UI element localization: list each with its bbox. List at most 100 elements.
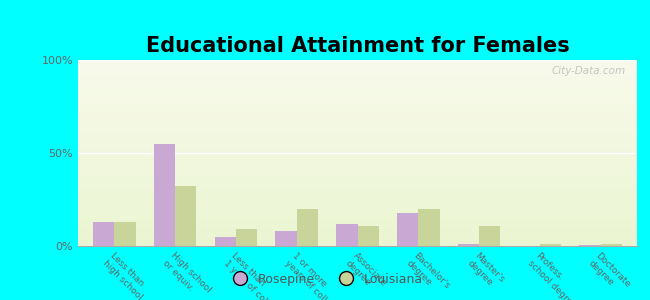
Bar <box>276 231 297 246</box>
Bar <box>78 229 637 231</box>
Bar <box>336 224 358 246</box>
Bar <box>78 123 637 125</box>
Bar <box>78 233 637 235</box>
Bar <box>78 159 637 161</box>
Bar <box>78 60 637 62</box>
Bar <box>78 166 637 168</box>
Bar <box>78 200 637 201</box>
Bar <box>540 244 561 246</box>
Bar <box>78 82 637 84</box>
Bar <box>78 168 637 170</box>
Bar <box>78 134 637 136</box>
Bar <box>78 214 637 216</box>
Bar <box>78 68 637 69</box>
Bar <box>78 203 637 205</box>
Bar <box>78 201 637 203</box>
Bar <box>78 160 637 162</box>
Bar <box>78 222 637 224</box>
Bar <box>579 245 601 246</box>
Bar <box>78 198 637 200</box>
Bar <box>78 170 637 172</box>
Bar <box>176 187 196 246</box>
Bar <box>78 242 637 244</box>
Bar <box>78 196 637 198</box>
Bar <box>78 92 637 94</box>
Bar <box>78 162 637 164</box>
Bar <box>78 73 637 75</box>
Bar <box>78 90 637 92</box>
Bar <box>78 244 637 246</box>
Bar <box>78 108 637 110</box>
Bar <box>78 146 637 147</box>
Bar <box>78 205 637 207</box>
Bar <box>154 144 176 246</box>
Bar <box>78 216 637 218</box>
Bar <box>78 62 637 64</box>
Bar <box>78 84 637 86</box>
Bar <box>78 80 637 82</box>
Bar <box>78 133 637 134</box>
Bar <box>418 209 439 246</box>
Bar <box>78 231 637 233</box>
Bar <box>78 212 637 214</box>
Bar <box>297 209 318 246</box>
Bar <box>78 147 637 149</box>
Bar <box>78 218 637 220</box>
Bar <box>78 140 637 142</box>
Bar <box>78 119 637 122</box>
Bar <box>78 235 637 237</box>
Bar <box>78 138 637 140</box>
Bar <box>78 97 637 99</box>
Bar <box>78 190 637 192</box>
Bar <box>78 172 637 173</box>
Bar <box>78 237 637 239</box>
Bar <box>78 103 637 105</box>
Bar <box>78 112 637 114</box>
Bar <box>78 179 637 181</box>
Bar <box>78 144 637 146</box>
Bar <box>78 177 637 179</box>
Bar <box>93 222 114 246</box>
Bar <box>458 244 479 246</box>
Bar <box>78 122 637 123</box>
Bar <box>78 129 637 131</box>
Title: Educational Attainment for Females: Educational Attainment for Females <box>146 36 569 56</box>
Bar <box>78 110 637 112</box>
Bar <box>78 187 637 188</box>
Bar <box>78 75 637 77</box>
Bar <box>78 151 637 153</box>
Bar <box>78 240 637 242</box>
Bar <box>78 226 637 227</box>
Bar <box>78 106 637 108</box>
Bar <box>78 116 637 118</box>
Bar <box>78 224 637 226</box>
Bar <box>78 184 637 187</box>
Bar <box>78 183 637 184</box>
Bar <box>78 157 637 159</box>
Bar <box>78 131 637 133</box>
Bar <box>78 69 637 71</box>
Bar <box>78 220 637 222</box>
Bar <box>78 188 637 190</box>
Bar <box>78 86 637 88</box>
Legend: Rosepine, Louisiana: Rosepine, Louisiana <box>222 268 428 291</box>
Bar <box>78 238 637 240</box>
Bar <box>78 209 637 211</box>
Bar <box>78 181 637 183</box>
Bar <box>78 88 637 90</box>
Bar <box>78 127 637 129</box>
Bar <box>78 118 637 119</box>
Bar <box>78 79 637 80</box>
Bar <box>78 227 637 229</box>
Bar <box>78 66 637 68</box>
Bar <box>78 77 637 79</box>
Text: City-Data.com: City-Data.com <box>552 66 626 76</box>
Bar <box>78 95 637 97</box>
Bar <box>78 153 637 155</box>
Bar <box>214 237 236 246</box>
Bar <box>78 149 637 151</box>
Bar <box>78 194 637 196</box>
Bar <box>479 226 501 246</box>
Bar <box>78 114 637 116</box>
Bar <box>78 142 637 144</box>
